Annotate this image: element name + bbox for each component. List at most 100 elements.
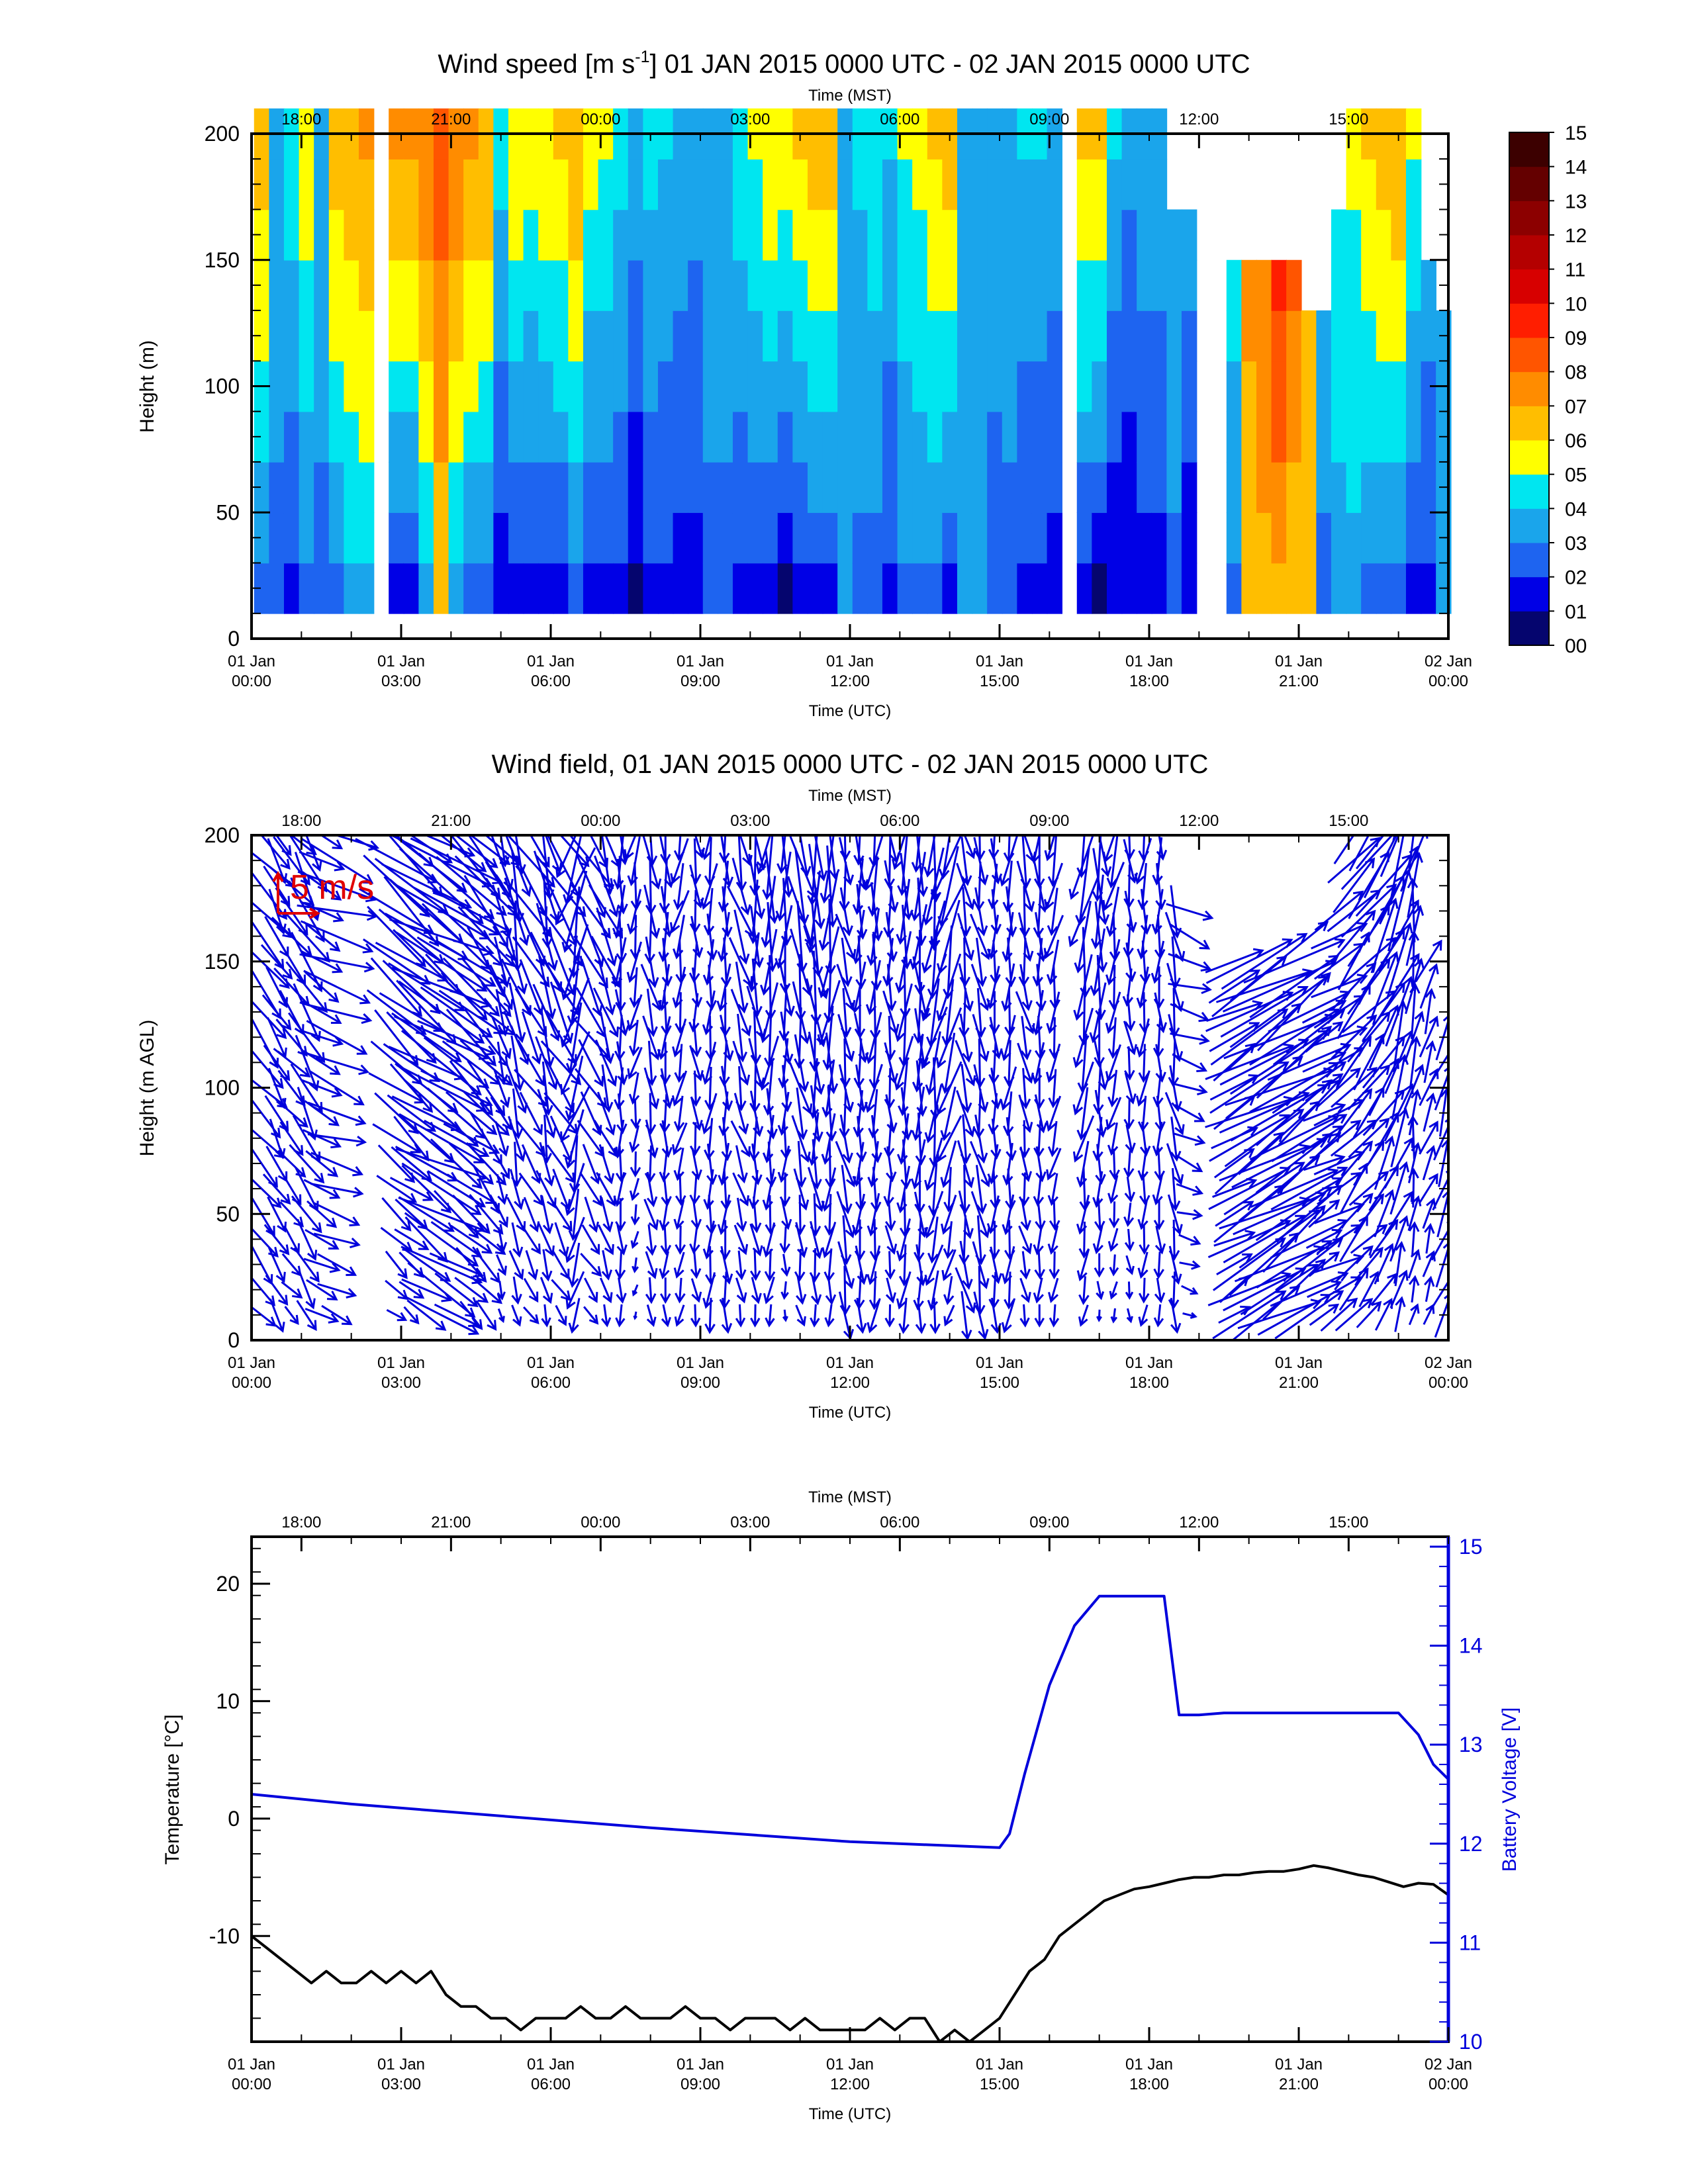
utc-tick-day: 01 Jan xyxy=(527,653,575,670)
wind-arrow-head xyxy=(594,956,604,968)
wind-arrow-head xyxy=(329,941,341,952)
wind-arrow-head xyxy=(428,936,440,947)
wind-arrow-shaft xyxy=(796,901,804,972)
wind-arrow-shaft xyxy=(974,887,985,935)
battery-ylabel: Battery Voltage [V] xyxy=(1499,1707,1521,1872)
speed-cell xyxy=(523,512,539,564)
wind-arrow-shaft xyxy=(753,1250,757,1279)
wind-arrow-head xyxy=(943,1294,955,1306)
speed-cell xyxy=(1256,361,1272,412)
speed-cell xyxy=(852,310,868,362)
wind-arrow-shaft xyxy=(305,1308,338,1322)
wind-arrow-head xyxy=(305,1298,316,1310)
wind-arrow-head xyxy=(1384,1135,1395,1147)
wind-arrow-shaft xyxy=(873,985,876,1038)
wind-arrow-shaft xyxy=(1127,916,1132,956)
wind-arrow-head xyxy=(1020,1220,1031,1232)
speed-cell xyxy=(732,461,749,514)
wind-arrow-shaft xyxy=(797,1141,803,1186)
wind-arrow-shaft xyxy=(679,1173,682,1205)
wind-arrow-head xyxy=(575,906,586,917)
wind-arrow-shaft xyxy=(842,988,848,1036)
utc-tick-time: 03:00 xyxy=(381,672,421,690)
wind-arrow-shaft xyxy=(1355,835,1385,870)
speed-cell xyxy=(553,563,569,614)
reference-arrowhead-y xyxy=(272,871,284,883)
wind-arrow-shaft xyxy=(618,1146,623,1181)
wind-arrow-shaft xyxy=(782,1253,788,1275)
wind-arrow-shaft xyxy=(827,1248,833,1281)
reference-label: 5 m/s xyxy=(290,868,374,907)
wind-arrow-head xyxy=(1049,1048,1060,1060)
speed-cell xyxy=(1256,512,1272,564)
wind-arrow-head xyxy=(626,923,638,935)
speed-cell xyxy=(1121,411,1137,463)
wind-arrow-shaft xyxy=(972,1014,988,1061)
wind-arrow-shaft xyxy=(1008,1040,1011,1085)
wind-arrow-head xyxy=(1139,1195,1150,1206)
speed-cell xyxy=(613,159,629,210)
wind-arrow-head xyxy=(1399,1215,1409,1227)
wind-arrow-head xyxy=(703,925,715,936)
wind-arrow-shaft xyxy=(1422,1146,1434,1181)
wind-arrow-head xyxy=(841,976,853,987)
wind-arrow-head xyxy=(689,1145,701,1156)
wind-arrow-head xyxy=(317,881,328,893)
wind-arrow-head xyxy=(1387,1273,1397,1284)
wind-arrow-head xyxy=(326,1291,338,1301)
wind-arrow-head xyxy=(271,1197,282,1208)
speed-cell xyxy=(1181,512,1197,564)
wind-arrow-head xyxy=(1377,1224,1388,1235)
wind-arrow-shaft xyxy=(1169,1065,1180,1111)
speed-cell xyxy=(1151,512,1168,564)
speed-cell xyxy=(389,512,404,564)
wind-arrow-shaft xyxy=(625,835,637,859)
wind-arrow-head xyxy=(1252,948,1264,959)
speed-cell xyxy=(628,159,644,210)
wind-arrow-head xyxy=(1090,985,1101,997)
speed-cell xyxy=(927,159,943,210)
wind-arrow-head xyxy=(1247,1126,1259,1136)
wind-arrow-shaft xyxy=(828,1194,832,1234)
wind-arrow-head xyxy=(299,1067,311,1078)
wind-arrow-shaft xyxy=(777,905,793,968)
speed-cell xyxy=(837,411,853,463)
colorbar-label: 14 xyxy=(1565,157,1587,179)
wind-arrow-head xyxy=(1442,1242,1448,1249)
wind-arrow-head xyxy=(280,895,291,907)
wind-arrow-shaft xyxy=(539,1142,553,1185)
mst-tick-label: 12:00 xyxy=(1179,1514,1219,1531)
wind-arrow-head xyxy=(478,1078,490,1089)
wind-arrow-shaft xyxy=(252,1177,281,1208)
speed-cell xyxy=(1002,411,1018,463)
wind-arrow-shaft xyxy=(1154,940,1165,983)
speed-cell xyxy=(418,411,434,463)
speed-cell xyxy=(1361,310,1377,362)
wind-arrow-shaft xyxy=(692,1226,698,1253)
wind-arrow-head xyxy=(515,1150,526,1162)
speed-cell xyxy=(523,361,539,412)
wind-arrow-head xyxy=(693,1069,704,1081)
utc-tick-time: 00:00 xyxy=(232,1374,271,1392)
wind-arrow-shaft xyxy=(517,907,545,966)
speed-cell xyxy=(912,361,928,412)
wind-arrow-head xyxy=(498,856,510,868)
mst-tick-label: 03:00 xyxy=(730,1514,770,1531)
speed-cell xyxy=(269,461,285,514)
speed-cell xyxy=(927,310,943,362)
wind-arrow-head xyxy=(1134,873,1145,885)
wind-arrow-shaft xyxy=(956,1090,974,1136)
wind-arrow-shaft xyxy=(307,1133,365,1144)
wind-arrow-head xyxy=(782,887,794,898)
speed-cell xyxy=(508,512,524,564)
speed-cell xyxy=(732,563,749,614)
wind-arrow-shaft xyxy=(1171,1167,1177,1210)
wind-arrow-shaft xyxy=(885,912,894,961)
wind-arrow-shaft xyxy=(1174,1104,1204,1122)
wind-arrow-shaft xyxy=(387,835,443,897)
wind-arrow-shaft xyxy=(1423,1094,1434,1132)
wind-arrow-head xyxy=(990,974,1001,985)
mst-tick-label: 18:00 xyxy=(281,111,321,128)
wind-arrow-head xyxy=(704,1323,716,1334)
